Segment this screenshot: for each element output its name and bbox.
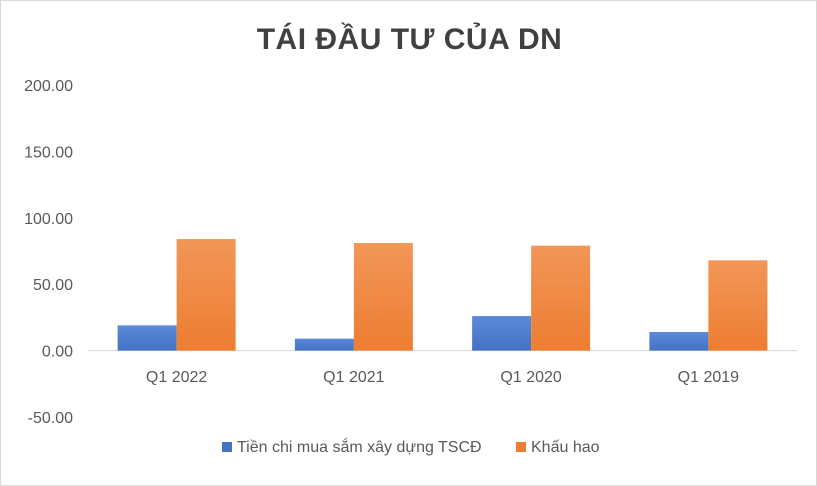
y-tick-label: 50.00 xyxy=(33,277,73,294)
bar-tien-chi-q1-2022 xyxy=(117,325,177,351)
bar-khau-hao-q1-2021 xyxy=(353,243,413,351)
chart-title: TÁI ĐẦU TƯ CỦA DN xyxy=(256,23,563,56)
legend-label-tien-chi: Tiền chi mua sắm xây dựng TSCĐ xyxy=(237,437,482,456)
bar-tien-chi-q1-2020 xyxy=(472,316,532,351)
legend-label-khau-hao: Khấu hao xyxy=(531,439,600,456)
y-tick-label: 150.00 xyxy=(24,144,73,161)
bar-khau-hao-q1-2019 xyxy=(708,260,768,351)
y-tick-label: -50.00 xyxy=(28,410,73,427)
bar-khau-hao-q1-2022 xyxy=(176,239,236,351)
x-tick-label: Q1 2022 xyxy=(146,369,207,386)
bar-tien-chi-q1-2019 xyxy=(649,332,709,351)
y-tick-label: 100.00 xyxy=(24,211,73,228)
legend-swatch-khau-hao xyxy=(516,442,526,452)
x-tick-label: Q1 2019 xyxy=(678,369,739,386)
legend-swatch-tien-chi xyxy=(222,442,232,452)
y-tick-label: 200.00 xyxy=(24,78,73,95)
x-tick-label: Q1 2021 xyxy=(323,369,384,386)
y-tick-label: 0.00 xyxy=(42,344,73,361)
bar-khau-hao-q1-2020 xyxy=(531,245,591,351)
bar-tien-chi-q1-2021 xyxy=(294,338,354,351)
x-tick-label: Q1 2020 xyxy=(500,369,561,386)
